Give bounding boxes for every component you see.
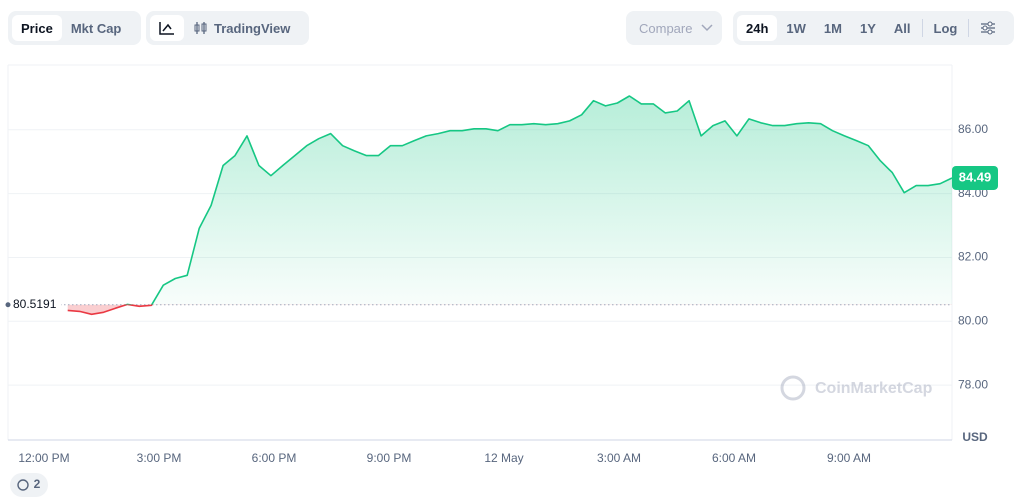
y-tick-label: 82.00 [958,250,988,264]
candle-icon [194,22,207,34]
reference-label: 80.5191 [13,297,57,311]
current-price-badge [952,165,998,190]
tab-tradingview[interactable]: TradingView [184,15,299,41]
log-toggle[interactable]: Log [933,20,958,36]
history-badge[interactable]: 2 [10,473,48,497]
y-tick-label: 86.00 [958,122,988,136]
x-tick-label: 12:00 PM [18,451,69,465]
chart-tabs: TradingView [146,11,309,45]
compare-dropdown[interactable]: Compare [626,11,722,45]
line-icon [159,22,174,35]
watermark: CoinMarketCap [780,375,933,401]
tradingview-label: TradingView [214,20,291,36]
watermark-text: CoinMarketCap [815,380,933,397]
x-tick-label: 6:00 AM [712,451,756,465]
chevron [701,24,713,32]
y-tick-label: 78.00 [958,377,988,391]
compare-label: Compare [639,20,693,36]
y-unit: USD [962,430,988,444]
badge-bg [10,473,48,497]
tab-line[interactable] [150,15,184,41]
settings-icon [981,21,996,35]
separator [968,19,970,37]
x-tick-label: 12 May [484,451,523,465]
area [67,96,952,315]
range-tabs: 24h 1W 1M 1Y All Log [733,11,1014,45]
tab-mkt-cap[interactable]: Mkt Cap [70,20,122,36]
tab-price[interactable]: Price [12,15,62,41]
range-tab[interactable]: 1W [786,20,806,36]
x-tick-label: 9:00 AM [827,451,871,465]
reference-label-bg [11,296,61,313]
current-price-label: 84.49 [959,169,992,184]
y-tick-label: 80.00 [958,313,988,327]
value-tabs: Price Mkt Cap [8,11,141,45]
history-icon [17,479,29,491]
range-tab[interactable]: All [893,20,911,36]
x-tick-label: 3:00 AM [597,451,641,465]
range-tab[interactable]: 24h [737,15,778,41]
reference-dot [5,302,11,308]
settings[interactable] [971,15,1005,41]
separator [921,19,923,37]
x-tick-label: 3:00 PM [137,451,182,465]
x-tick-label: 6:00 PM [252,451,297,465]
price-line [67,95,953,316]
badge-count: 2 [34,477,41,491]
range-tab[interactable]: 1M [823,20,842,36]
x-tick-label: 9:00 PM [367,451,412,465]
range-tab[interactable]: 1Y [859,20,876,36]
